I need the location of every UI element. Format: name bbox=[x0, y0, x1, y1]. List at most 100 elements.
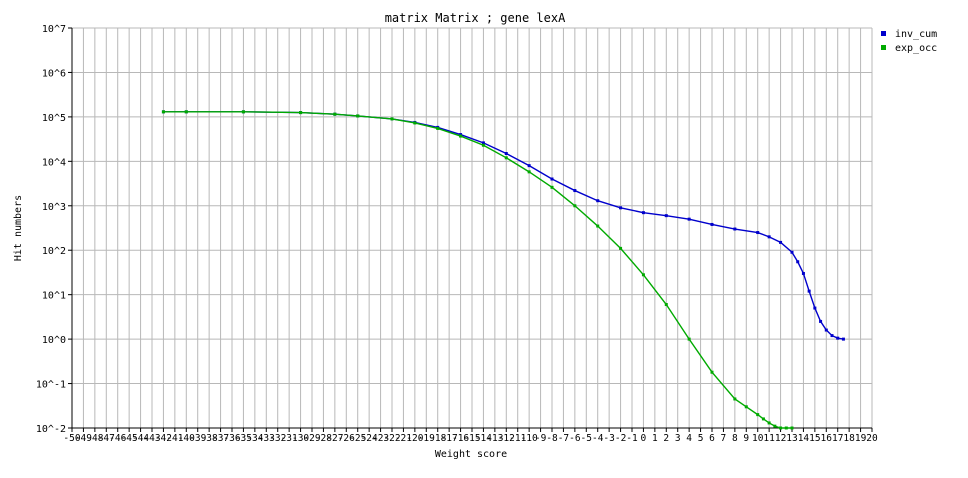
data-point-exp_occ bbox=[596, 224, 600, 228]
x-tick-label: -14 bbox=[475, 433, 492, 444]
x-tick-label: -34 bbox=[246, 433, 263, 444]
x-tick-label: -41 bbox=[166, 433, 183, 444]
y-tick-label: 10^0 bbox=[42, 335, 66, 346]
x-tick-label: 15 bbox=[809, 433, 820, 444]
x-tick-label: -13 bbox=[486, 433, 503, 444]
x-tick-label: -50 bbox=[63, 433, 80, 444]
data-point-exp_occ bbox=[161, 110, 165, 114]
x-axis-label: Weight score bbox=[435, 449, 507, 460]
x-tick-label: -11 bbox=[509, 433, 526, 444]
data-point-exp_occ bbox=[390, 117, 394, 121]
x-tick-label: -21 bbox=[395, 433, 412, 444]
data-point-exp_occ bbox=[733, 397, 737, 401]
legend-label-inv_cum: inv_cum bbox=[895, 29, 937, 40]
data-point-exp_occ bbox=[664, 303, 668, 307]
data-point-exp_occ bbox=[744, 405, 748, 409]
x-tick-label: 8 bbox=[732, 433, 738, 444]
data-point-inv_cum bbox=[813, 306, 817, 310]
legend-label-exp_occ: exp_occ bbox=[895, 43, 937, 54]
x-tick-label: -4 bbox=[592, 433, 604, 444]
legend-marker-inv_cum bbox=[881, 31, 886, 36]
x-tick-label: -42 bbox=[155, 433, 172, 444]
x-axis-ticks: -50-49-48-47-46-45-44-43-42-41-40-39-38-… bbox=[63, 428, 878, 444]
x-tick-label: -18 bbox=[429, 433, 446, 444]
data-point-exp_occ bbox=[333, 112, 337, 116]
data-point-exp_occ bbox=[356, 114, 360, 118]
x-tick-label: 14 bbox=[798, 433, 810, 444]
x-tick-label: 7 bbox=[721, 433, 727, 444]
y-tick-label: 10^5 bbox=[42, 113, 66, 124]
x-tick-label: 2 bbox=[663, 433, 669, 444]
x-tick-label: 13 bbox=[786, 433, 797, 444]
data-point-inv_cum bbox=[779, 240, 783, 244]
x-tick-label: -38 bbox=[201, 433, 218, 444]
x-tick-label: -15 bbox=[463, 433, 480, 444]
y-tick-label: 10^-2 bbox=[36, 424, 66, 435]
data-point-exp_occ bbox=[550, 185, 554, 189]
x-tick-label: -27 bbox=[326, 433, 343, 444]
data-point-inv_cum bbox=[619, 206, 623, 210]
x-tick-label: 4 bbox=[686, 433, 692, 444]
data-point-exp_occ bbox=[459, 134, 463, 138]
x-tick-label: -37 bbox=[212, 433, 229, 444]
data-point-inv_cum bbox=[796, 260, 800, 264]
data-point-exp_occ bbox=[790, 426, 794, 430]
chart-title: matrix Matrix ; gene lexA bbox=[385, 11, 566, 25]
data-point-inv_cum bbox=[824, 328, 828, 332]
x-tick-label: -6 bbox=[569, 433, 581, 444]
x-tick-label: -49 bbox=[75, 433, 92, 444]
y-tick-label: 10^3 bbox=[42, 202, 66, 213]
x-tick-label: -39 bbox=[189, 433, 206, 444]
y-tick-label: 10^1 bbox=[42, 291, 66, 302]
x-tick-label: -28 bbox=[315, 433, 332, 444]
x-tick-label: 1 bbox=[652, 433, 658, 444]
x-tick-label: -47 bbox=[98, 433, 115, 444]
x-tick-label: -19 bbox=[418, 433, 435, 444]
x-tick-label: 0 bbox=[641, 433, 647, 444]
x-tick-label: 16 bbox=[821, 433, 833, 444]
data-point-exp_occ bbox=[436, 126, 440, 130]
x-tick-label: 6 bbox=[709, 433, 715, 444]
x-tick-label: 17 bbox=[832, 433, 843, 444]
legend: inv_cum exp_occ bbox=[881, 29, 937, 54]
data-point-exp_occ bbox=[504, 156, 508, 160]
x-tick-label: -7 bbox=[558, 433, 569, 444]
x-tick-label: -36 bbox=[223, 433, 240, 444]
data-point-inv_cum bbox=[836, 336, 840, 340]
data-point-inv_cum bbox=[641, 211, 645, 215]
x-tick-label: -20 bbox=[406, 433, 423, 444]
data-point-inv_cum bbox=[459, 133, 463, 137]
data-point-exp_occ bbox=[241, 110, 245, 114]
data-point-exp_occ bbox=[619, 246, 623, 250]
data-point-inv_cum bbox=[664, 214, 668, 218]
series-line-inv_cum bbox=[163, 111, 844, 340]
x-tick-label: -31 bbox=[281, 433, 298, 444]
y-tick-label: 10^4 bbox=[42, 157, 66, 168]
y-tick-label: 10^7 bbox=[42, 24, 66, 35]
data-point-inv_cum bbox=[527, 164, 531, 168]
x-tick-label: -22 bbox=[383, 433, 400, 444]
x-tick-label: -44 bbox=[132, 433, 149, 444]
data-point-exp_occ bbox=[756, 413, 760, 417]
x-tick-label: 12 bbox=[775, 433, 786, 444]
grid-lines bbox=[71, 27, 873, 429]
x-tick-label: -40 bbox=[178, 433, 195, 444]
y-tick-label: 10^-1 bbox=[36, 380, 66, 391]
x-tick-label: -35 bbox=[235, 433, 252, 444]
x-tick-label: -48 bbox=[86, 433, 103, 444]
y-axis-label: Hit numbers bbox=[13, 195, 24, 261]
x-tick-label: 3 bbox=[675, 433, 681, 444]
data-point-inv_cum bbox=[550, 177, 554, 181]
x-tick-label: -2 bbox=[615, 433, 626, 444]
x-tick-label: -1 bbox=[626, 433, 638, 444]
data-point-inv_cum bbox=[504, 152, 508, 156]
data-point-exp_occ bbox=[573, 204, 577, 208]
data-point-inv_cum bbox=[687, 217, 691, 221]
data-point-exp_occ bbox=[687, 337, 691, 341]
x-tick-label: -16 bbox=[452, 433, 469, 444]
data-point-exp_occ bbox=[527, 170, 531, 174]
data-point-exp_occ bbox=[767, 421, 771, 425]
x-tick-label: -12 bbox=[498, 433, 515, 444]
x-tick-label: -32 bbox=[269, 433, 286, 444]
